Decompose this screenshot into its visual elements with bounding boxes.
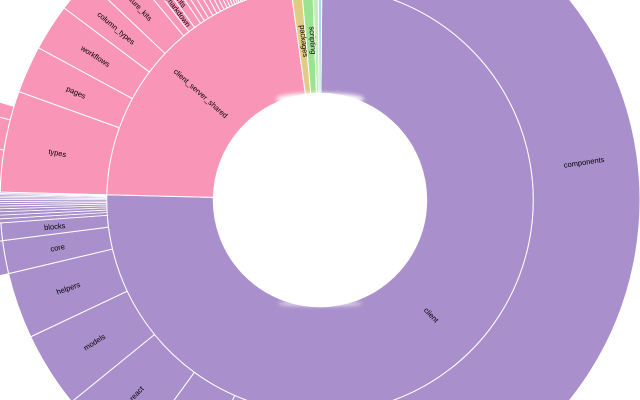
svg-text:packages: packages (298, 25, 311, 58)
svg-text:types: types (48, 147, 68, 159)
svg-text:core: core (50, 242, 66, 253)
svg-text:scripting: scripting (307, 26, 318, 54)
svg-text:blocks: blocks (44, 221, 66, 232)
